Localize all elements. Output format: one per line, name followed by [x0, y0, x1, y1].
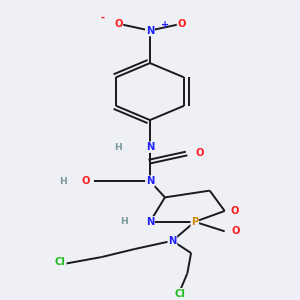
Text: O: O — [195, 148, 203, 158]
Text: P: P — [191, 217, 198, 227]
Text: N: N — [146, 176, 154, 186]
Text: N: N — [146, 217, 154, 227]
Text: H: H — [114, 143, 122, 152]
Text: O: O — [114, 19, 122, 29]
Text: H: H — [120, 217, 128, 226]
Text: O: O — [178, 19, 186, 29]
Text: O: O — [232, 226, 240, 236]
Text: N: N — [146, 26, 154, 35]
Text: +: + — [161, 20, 169, 30]
Text: H: H — [59, 177, 67, 186]
Text: Cl: Cl — [55, 257, 66, 267]
Text: N: N — [168, 236, 177, 246]
Text: -: - — [100, 13, 105, 23]
Text: N: N — [146, 142, 154, 152]
Text: O: O — [82, 176, 90, 186]
Text: Cl: Cl — [174, 289, 185, 299]
Text: O: O — [231, 206, 239, 216]
